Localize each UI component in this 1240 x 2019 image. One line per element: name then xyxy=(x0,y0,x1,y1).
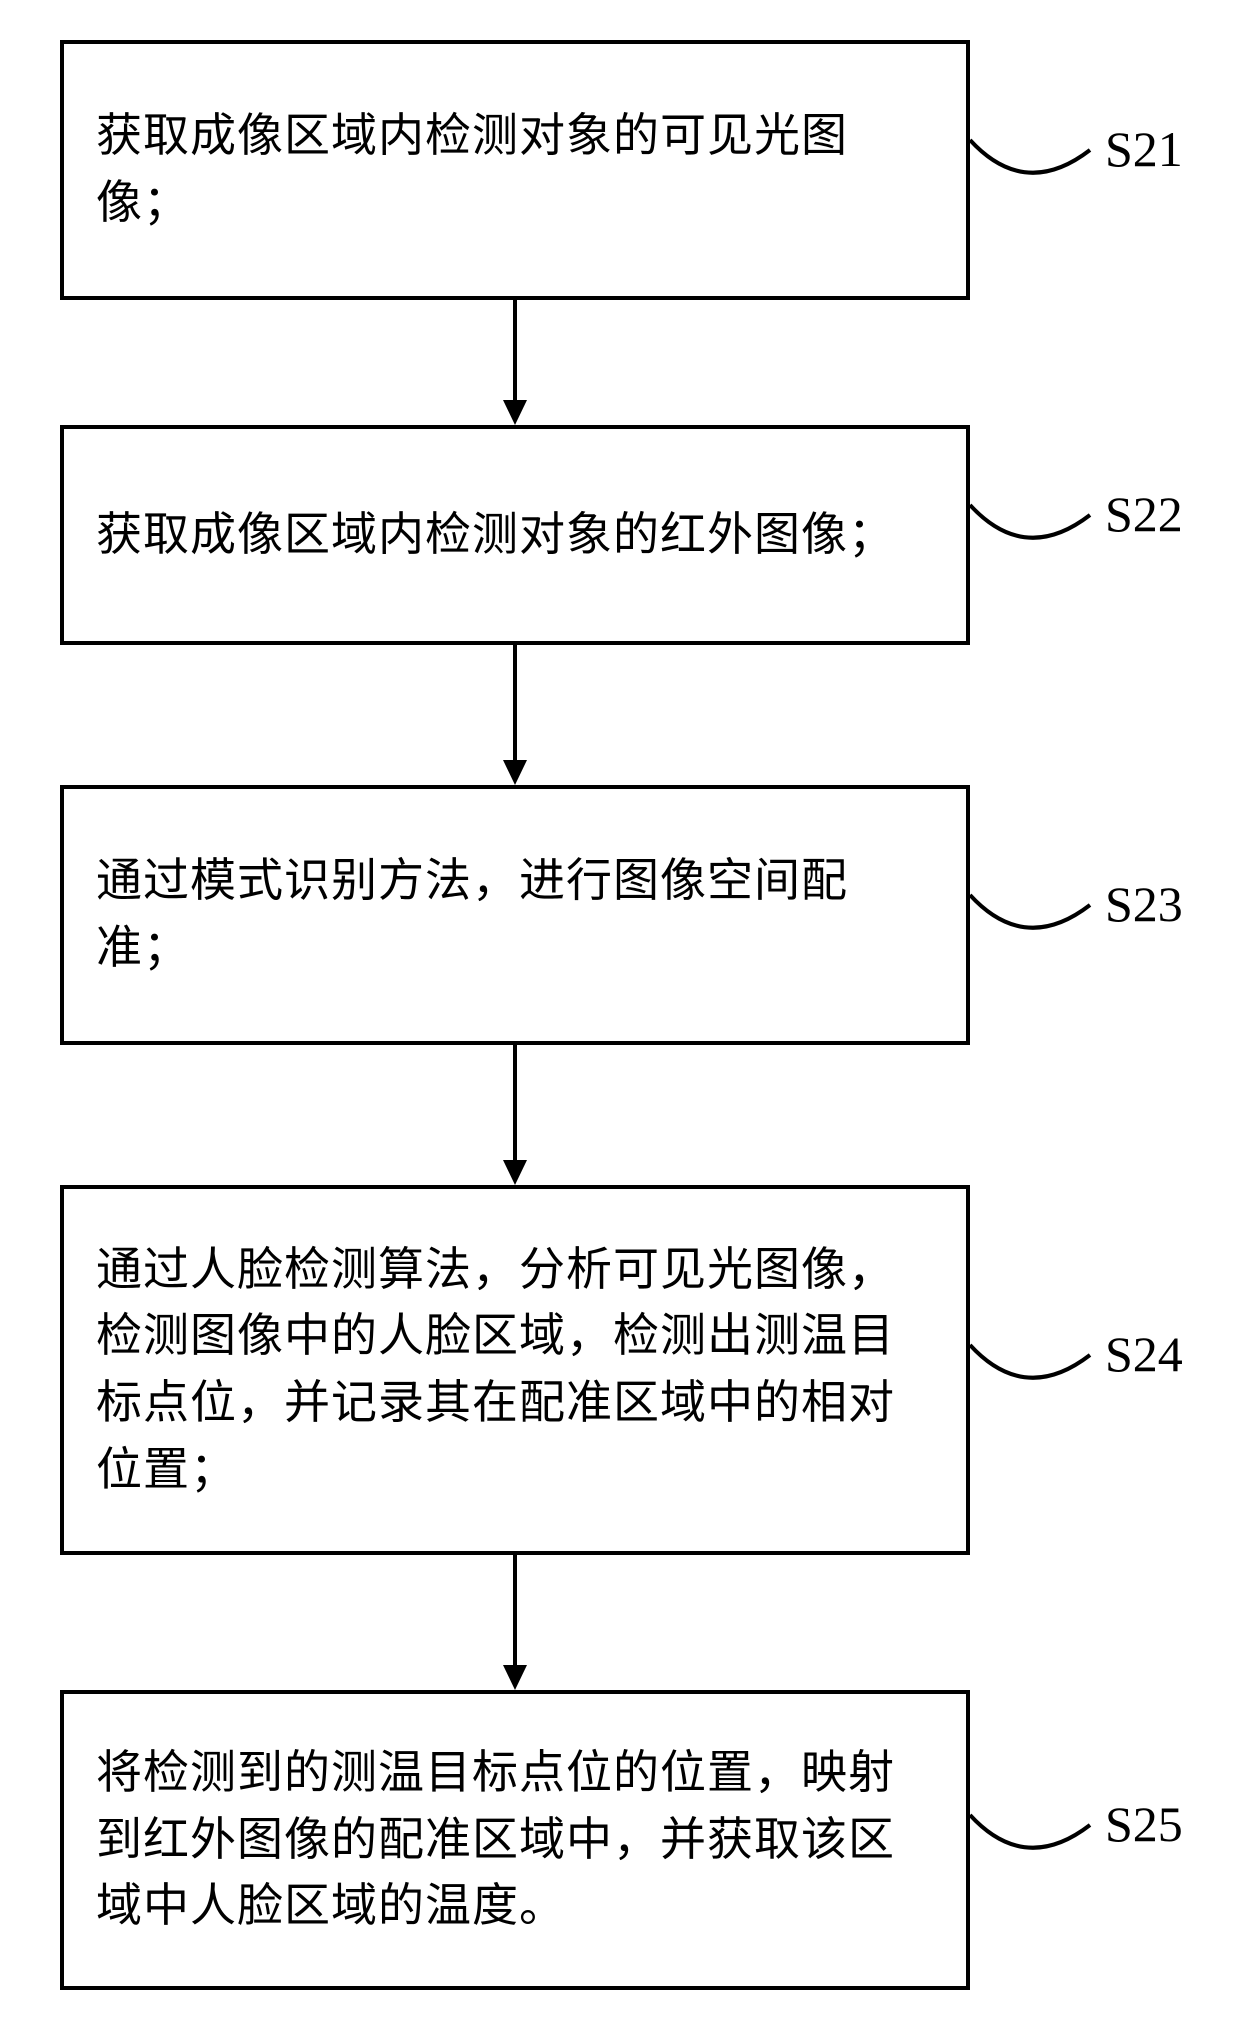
step-text: 获取成像区域内检测对象的可见光图像； xyxy=(96,103,934,236)
step-text: 获取成像区域内检测对象的红外图像； xyxy=(96,502,895,569)
label-connector-s25 xyxy=(970,1815,1100,1885)
label-connector-s21 xyxy=(970,140,1100,210)
step-label-s25: S25 xyxy=(1105,1795,1183,1853)
step-label-s22: S22 xyxy=(1105,485,1183,543)
step-text: 通过模式识别方法，进行图像空间配准； xyxy=(96,848,934,981)
step-box-s24: 通过人脸检测算法，分析可见光图像，检测图像中的人脸区域，检测出测温目标点位，并记… xyxy=(60,1185,970,1555)
step-text: 通过人脸检测算法，分析可见光图像，检测图像中的人脸区域，检测出测温目标点位，并记… xyxy=(96,1237,934,1504)
flowchart-canvas: 获取成像区域内检测对象的可见光图像； S21 获取成像区域内检测对象的红外图像；… xyxy=(0,0,1240,2019)
step-text: 将检测到的测温目标点位的位置，映射到红外图像的配准区域中，并获取该区域中人脸区域… xyxy=(96,1740,934,1940)
step-label-s21: S21 xyxy=(1105,120,1183,178)
arrow-s24-s25 xyxy=(495,1555,535,1690)
arrow-s21-s22 xyxy=(495,300,535,425)
arrow-s23-s24 xyxy=(495,1045,535,1185)
step-label-s24: S24 xyxy=(1105,1325,1183,1383)
label-connector-s24 xyxy=(970,1345,1100,1415)
label-connector-s23 xyxy=(970,895,1100,965)
step-label-s23: S23 xyxy=(1105,875,1183,933)
arrow-s22-s23 xyxy=(495,645,535,785)
step-box-s21: 获取成像区域内检测对象的可见光图像； xyxy=(60,40,970,300)
step-box-s23: 通过模式识别方法，进行图像空间配准； xyxy=(60,785,970,1045)
label-connector-s22 xyxy=(970,505,1100,575)
step-box-s25: 将检测到的测温目标点位的位置，映射到红外图像的配准区域中，并获取该区域中人脸区域… xyxy=(60,1690,970,1990)
step-box-s22: 获取成像区域内检测对象的红外图像； xyxy=(60,425,970,645)
